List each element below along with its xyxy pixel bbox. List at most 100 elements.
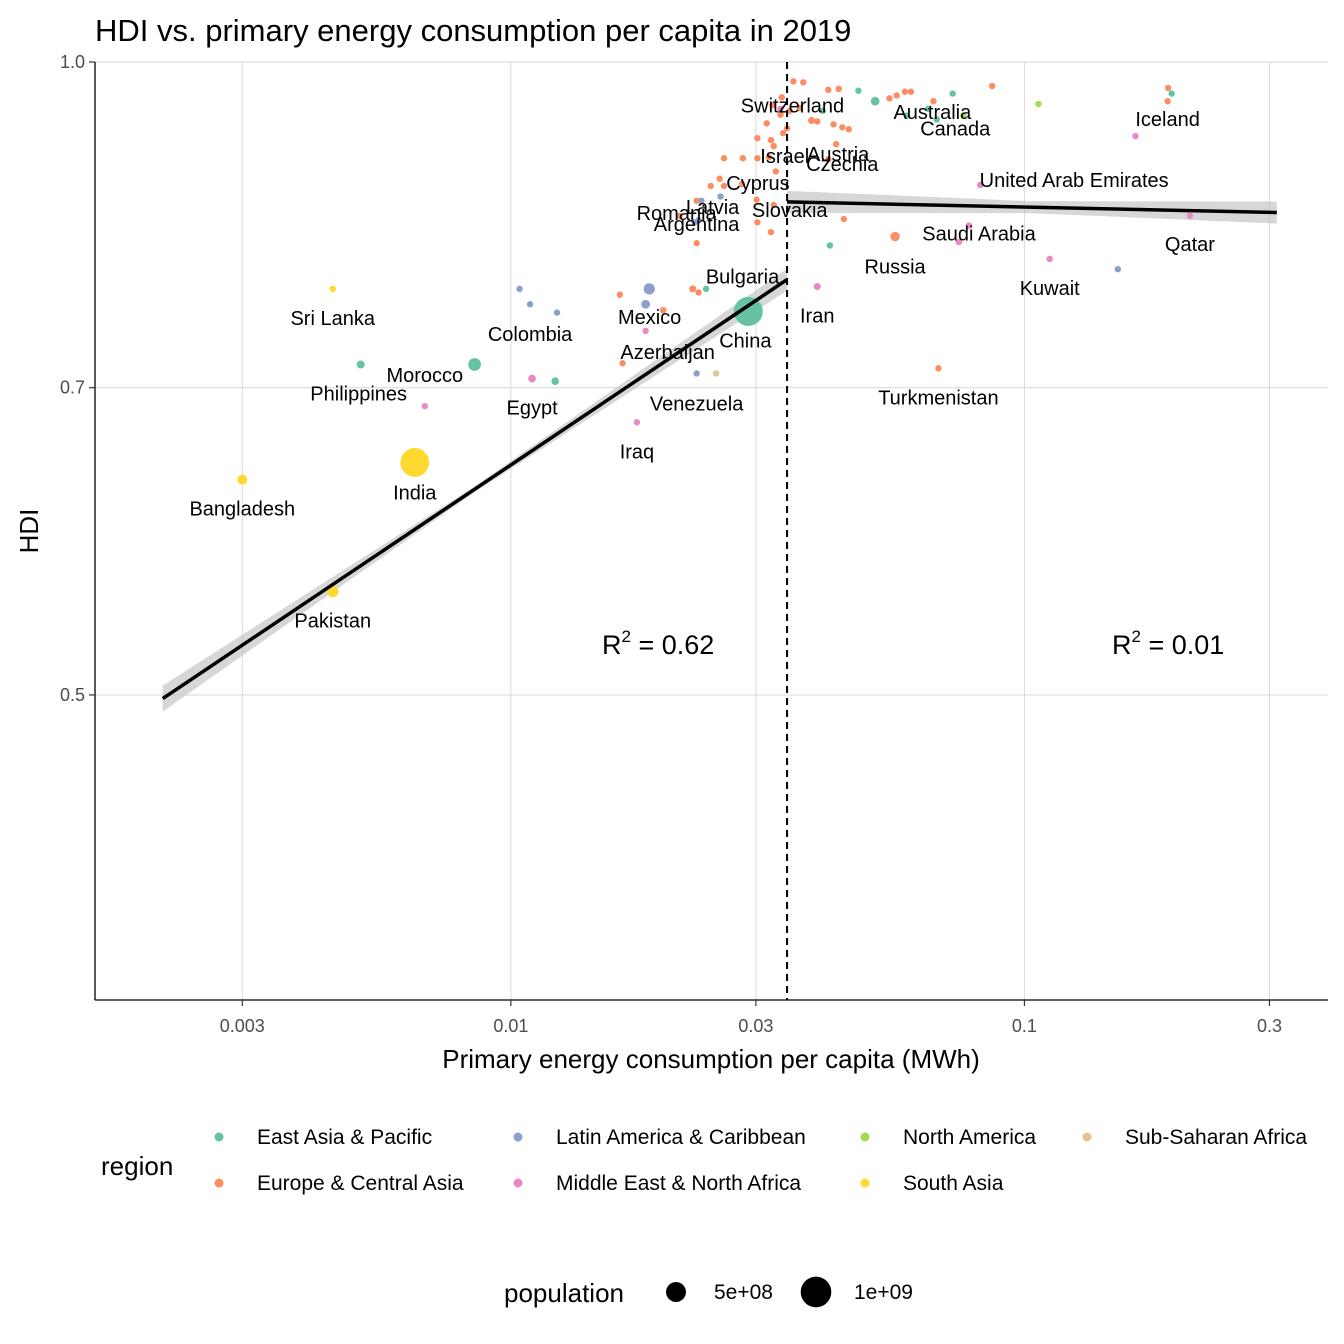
point-austria: [832, 140, 840, 148]
data-point: [901, 88, 909, 95]
data-point: [814, 118, 821, 125]
data-point: [830, 121, 837, 128]
data-point: [790, 78, 797, 85]
data-point: [933, 116, 940, 123]
data-point: [930, 97, 937, 105]
point-cyprus: [720, 182, 728, 190]
r-squared-label: R2 = 0.01: [1112, 627, 1224, 660]
point-label-australia: Australia: [893, 102, 972, 124]
data-point: [772, 168, 779, 175]
point-label-azerbaijan: Azerbaijan: [620, 342, 715, 364]
point-romania: [693, 240, 700, 247]
legend-label: North America: [903, 1126, 1036, 1149]
data-point: [835, 85, 842, 93]
point-philippines: [356, 360, 365, 369]
data-point: [551, 377, 560, 386]
point-qatar: [1186, 212, 1194, 219]
data-point: [1164, 84, 1172, 92]
data-point: [702, 285, 710, 293]
y-tick-label: 0.5: [60, 685, 85, 705]
point-pakistan: [327, 585, 339, 598]
data-point: [778, 94, 786, 101]
point-label-iraq: Iraq: [620, 441, 654, 463]
y-axis-ticks: 0.5 0.7 1.0: [60, 52, 95, 705]
data-point: [1132, 132, 1139, 140]
data-point: [870, 96, 880, 106]
data-point: [763, 120, 770, 127]
point-switzerland: [777, 111, 784, 118]
x-axis-title: Primary energy consumption per capita (M…: [442, 1044, 980, 1074]
data-point: [707, 182, 714, 190]
data-point: [825, 86, 832, 94]
point-mexico: [641, 299, 651, 309]
data-point: [767, 136, 775, 144]
point-latvia: [693, 197, 700, 204]
legend-key-north-america: [860, 1132, 870, 1142]
x-tick-label: 0.1: [1012, 1016, 1037, 1036]
legend-label: Europe & Central Asia: [257, 1172, 464, 1195]
legend-label: South Asia: [903, 1172, 1004, 1195]
point-india: [400, 448, 430, 477]
data-point: [807, 116, 816, 124]
data-point: [738, 180, 746, 188]
data-point: [893, 92, 900, 99]
point-saudi-arabia: [965, 222, 973, 229]
chart-title: HDI vs. primary energy consumption per c…: [95, 13, 851, 48]
data-point: [1114, 265, 1122, 273]
data-point: [643, 283, 655, 295]
data-point: [1168, 90, 1175, 97]
x-axis-ticks: 0.003 0.01 0.03 0.1 0.3: [220, 1000, 1282, 1036]
point-kuwait: [1046, 255, 1053, 263]
population-legend-label: 1e+09: [854, 1281, 913, 1304]
legend-label: Latin America & Caribbean: [556, 1126, 806, 1149]
point-label-slovakia: Slovakia: [752, 200, 828, 222]
point-label-pakistan: Pakistan: [294, 610, 371, 632]
point-label-egypt: Egypt: [507, 398, 559, 420]
point-bangladesh: [237, 474, 248, 485]
legend-key-latin-america-caribbean: [513, 1132, 523, 1142]
point-morocco: [421, 402, 429, 410]
point-label-saudi-arabia: Saudi Arabia: [922, 224, 1036, 246]
data-point: [516, 285, 523, 293]
point-label-colombia: Colombia: [488, 324, 573, 346]
data-point: [691, 219, 698, 226]
point-united-arab-emirates: [976, 181, 984, 189]
population-legend-key: [666, 1282, 686, 1302]
point-label-austria: Austria: [807, 144, 870, 166]
point-label-romania: Romania: [637, 203, 718, 225]
data-point: [753, 196, 760, 203]
data-point: [616, 291, 624, 298]
point-israel: [770, 142, 777, 150]
point-iran: [813, 282, 821, 291]
data-point: [955, 238, 962, 246]
y-tick-label: 0.7: [60, 378, 85, 398]
point-label-latvia: Latvia: [686, 197, 740, 219]
legend-key-south-asia: [860, 1178, 870, 1188]
point-label-cyprus: Cyprus: [726, 173, 789, 195]
point-australia: [925, 105, 932, 113]
legend-label: East Asia & Pacific: [257, 1126, 432, 1149]
regression-line: [787, 200, 1277, 215]
point-china: [733, 296, 763, 326]
data-point: [754, 219, 761, 226]
data-point: [845, 126, 852, 133]
point-venezuela: [693, 370, 700, 377]
point-label-iran: Iran: [800, 306, 834, 328]
x-tick-label: 0.3: [1257, 1016, 1282, 1036]
data-point: [769, 101, 776, 109]
point-label-philippines: Philippines: [310, 384, 407, 406]
data-point: [1035, 100, 1042, 108]
point-label-russia: Russia: [865, 257, 927, 279]
data-point: [712, 370, 720, 377]
point-label-venezuela: Venezuela: [650, 393, 744, 415]
data-point: [988, 82, 996, 90]
point-label-united-arab-emirates: United Arab Emirates: [980, 170, 1169, 192]
data-point: [754, 134, 761, 142]
data-point: [800, 79, 807, 86]
data-point: [660, 307, 667, 314]
data-point: [689, 285, 697, 293]
point-slovakia: [770, 201, 777, 209]
data-point: [716, 175, 723, 182]
point-label-bangladesh: Bangladesh: [189, 499, 295, 521]
